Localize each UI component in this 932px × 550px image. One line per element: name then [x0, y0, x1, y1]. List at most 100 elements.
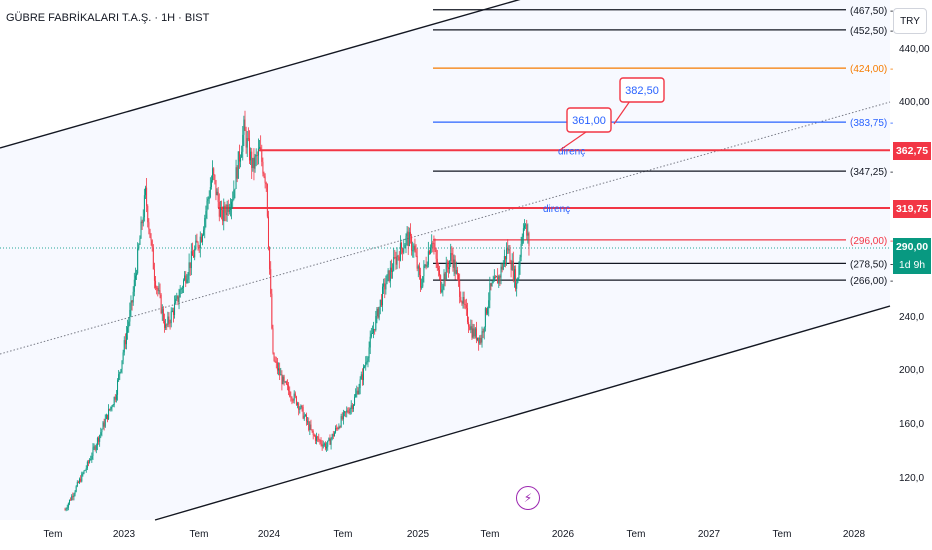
candle-body	[221, 209, 223, 211]
candle-body	[290, 396, 292, 398]
fib-levels: (467,50) - (452,50) - (424,00) - (383,75) -…	[433, 6, 893, 287]
candle-body	[237, 151, 239, 179]
candle-body	[376, 308, 378, 316]
candle-body	[390, 267, 392, 272]
candle-body	[123, 340, 125, 353]
candle-body	[99, 435, 101, 442]
candle-body	[411, 236, 413, 251]
candle-body	[370, 333, 372, 337]
candle-body	[385, 283, 387, 290]
callout-382[interactable]: 382,50	[613, 77, 665, 125]
candle-body	[168, 316, 170, 323]
candle-body	[269, 247, 271, 270]
candle-body	[295, 396, 297, 405]
candle-body	[241, 151, 243, 158]
candle-body	[152, 247, 154, 270]
candle-body	[431, 242, 433, 248]
candle-body	[206, 200, 208, 212]
candle-body	[452, 254, 454, 268]
candle-body	[478, 337, 480, 344]
candle-body	[226, 204, 228, 216]
candle-body	[477, 337, 479, 340]
candle-body	[129, 309, 131, 322]
candle-body	[300, 405, 302, 409]
candle-body	[80, 478, 82, 482]
candle-body	[451, 253, 453, 255]
candle-body	[267, 216, 269, 248]
candle-body	[516, 283, 518, 289]
candle-body	[89, 460, 91, 463]
candle-body	[75, 486, 77, 492]
candle-body	[68, 499, 70, 504]
candle-body	[347, 410, 349, 413]
candle-body	[150, 237, 152, 241]
candle-body	[245, 130, 247, 148]
y-tick-label: 200,0	[899, 365, 924, 376]
candle-body	[329, 438, 331, 445]
callout-label: 361,00	[572, 115, 606, 127]
candle-body	[510, 263, 512, 270]
candle-body	[291, 397, 293, 401]
candle-body	[365, 362, 367, 367]
channel-band	[0, 0, 890, 520]
candle-body	[328, 438, 330, 441]
candle-body	[443, 273, 445, 286]
candle-body	[262, 161, 264, 174]
candle-body	[422, 276, 424, 287]
resistance-annotation: direnç	[543, 204, 570, 215]
candle-body	[460, 296, 462, 302]
candle-body	[384, 283, 386, 290]
callout-361[interactable]: 361,00	[559, 107, 612, 151]
candle-body	[77, 481, 79, 483]
candle-body	[363, 366, 365, 381]
candle-body	[450, 253, 452, 262]
candle-body	[253, 157, 255, 169]
candle-body	[439, 270, 441, 276]
currency-button[interactable]: TRY	[893, 8, 927, 34]
candle-body	[238, 151, 240, 162]
x-tick-label: 2027	[698, 529, 721, 540]
x-tick-label: 2023	[113, 529, 136, 540]
candle-body	[104, 419, 106, 427]
candle-body	[186, 279, 188, 283]
candle-body	[322, 444, 324, 447]
candle-body	[526, 224, 528, 236]
candle-body	[496, 276, 498, 278]
candle-body	[412, 250, 414, 252]
candle-body	[166, 324, 168, 326]
candle-body	[148, 222, 150, 230]
candle-body	[132, 291, 134, 303]
candle-body	[398, 256, 400, 261]
candle-body	[437, 267, 439, 271]
candle-body	[397, 255, 399, 257]
candle-body	[311, 429, 313, 432]
flash-icon[interactable]: ⚡	[516, 486, 540, 510]
channel-midline	[0, 101, 891, 355]
candle-body	[346, 410, 348, 413]
candle-body	[475, 328, 477, 340]
x-tick-label: 2025	[407, 529, 430, 540]
candle-body	[90, 459, 92, 461]
candle-body	[511, 260, 513, 270]
candle-body	[214, 174, 216, 180]
candle-body	[210, 180, 212, 187]
candle-body	[167, 316, 169, 325]
candle-body	[85, 468, 87, 471]
candle-body	[389, 267, 391, 282]
candle-body	[517, 277, 519, 284]
candle-body	[227, 204, 229, 212]
candle-body	[528, 233, 530, 246]
candle-body	[326, 446, 328, 449]
candle-body	[71, 495, 73, 501]
candle-body	[122, 352, 124, 361]
candle-body	[523, 225, 525, 229]
candle-body	[195, 240, 197, 250]
candle-body	[178, 297, 180, 303]
candle-body	[487, 308, 489, 314]
candle-body	[190, 251, 192, 269]
candle-body	[149, 229, 151, 238]
candle-body	[187, 274, 189, 280]
candle-body	[361, 374, 363, 381]
candle-body	[252, 157, 254, 169]
